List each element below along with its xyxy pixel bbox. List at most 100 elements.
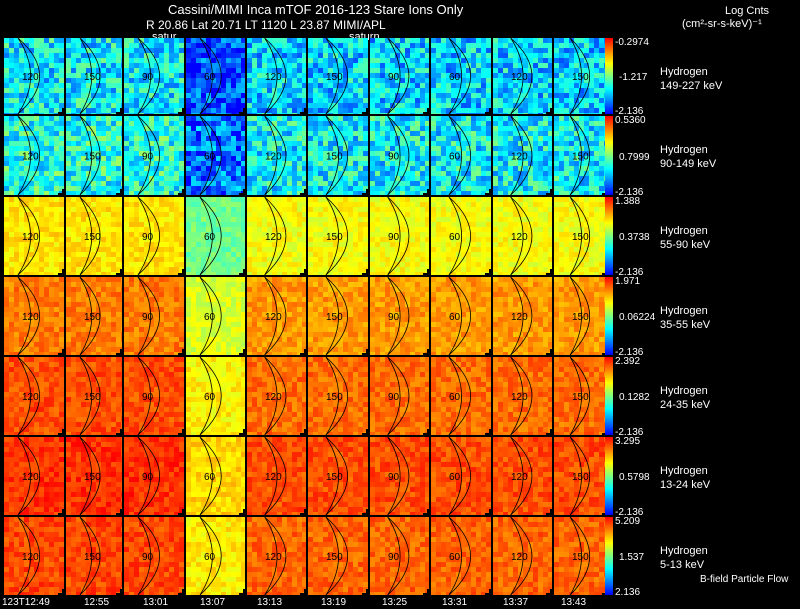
contour-label: 120 [22, 232, 39, 243]
colorbar-min-label: 2.136 [615, 587, 641, 598]
contour-label: 150 [572, 312, 589, 323]
contour-label: 120 [22, 472, 39, 483]
contour-label: 90 [388, 232, 400, 243]
contour-label: 120 [265, 72, 282, 83]
contour-label: 90 [388, 392, 400, 403]
contour-label: 60 [449, 232, 461, 243]
channel-energy-label: 149-227 keV [660, 80, 723, 92]
colorbar-min-label: -2.136 [615, 187, 644, 198]
heatmap-row: 120 150 90 60 120 150 90 60 120 150 [4, 115, 614, 201]
contour-label: 150 [84, 72, 101, 83]
time-tick-label: 123T12:49 [2, 597, 50, 608]
colorbar [605, 116, 613, 195]
contour-label: 150 [84, 312, 101, 323]
channel-species-label: Hydrogen [660, 225, 708, 237]
contour-label: 120 [22, 552, 39, 563]
plot-title: Cassini/MIMI Inca mTOF 2016-123 Stare Io… [168, 2, 464, 17]
colorbar-max-label: 1.388 [615, 196, 641, 207]
contour-label: 60 [204, 552, 216, 563]
heatmap-row: 120 150 90 60 120 150 90 60 120 150 [4, 276, 614, 361]
time-tick-label: 13:37 [503, 597, 529, 608]
colorbar-units-sublabel: (cm²-sr-s-keV)⁻¹ [682, 18, 762, 30]
contour-label: 60 [449, 152, 461, 163]
channel-species-label: Hydrogen [660, 465, 708, 477]
colorbar [605, 38, 613, 114]
channel-species-label: Hydrogen [660, 66, 708, 78]
contour-label: 150 [572, 152, 589, 163]
contour-label: 150 [326, 232, 343, 243]
channel-energy-label: 13-24 keV [660, 479, 711, 491]
heatmap-row: 120 150 90 60 120 150 90 60 120 150 [4, 436, 614, 521]
colorbar-max-label: 3.295 [615, 436, 641, 447]
contour-label: 150 [326, 392, 343, 403]
colorbar-mid-label: 0.3738 [619, 232, 650, 243]
heatmap-row: 120 150 90 60 120 150 90 60 120 150 [4, 196, 614, 281]
contour-label: 90 [142, 312, 154, 323]
contour-label: 120 [265, 312, 282, 323]
colorbar-min-label: -2.136 [615, 347, 644, 358]
heatmap-row: 120 150 90 60 120 150 90 60 120 150 [4, 516, 614, 601]
contour-label: 150 [84, 392, 101, 403]
contour-label: 150 [326, 312, 343, 323]
colorbar-min-label: -2.136 [615, 427, 644, 438]
contour-label: 90 [142, 552, 154, 563]
channel-energy-label: 90-149 keV [660, 158, 717, 170]
colorbar-max-label: 2.392 [615, 356, 641, 367]
contour-label: 120 [22, 72, 39, 83]
contour-label: 60 [204, 312, 216, 323]
contour-label: 150 [572, 72, 589, 83]
contour-label: 150 [84, 552, 101, 563]
contour-label: 120 [511, 552, 528, 563]
time-tick-label: 13:01 [143, 597, 169, 608]
colorbar-max-label: 0.5360 [615, 115, 646, 126]
channel-species-label: Hydrogen [660, 305, 708, 317]
time-tick-label: 13:43 [561, 597, 587, 608]
contour-label: 120 [265, 232, 282, 243]
contour-label: 120 [511, 392, 528, 403]
contour-label: 120 [22, 392, 39, 403]
contour-label: 120 [22, 312, 39, 323]
contour-label: 90 [388, 152, 400, 163]
heatmap-row: 120 150 90 60 120 150 90 60 120 150 [4, 356, 614, 441]
channel-energy-label: 24-35 keV [660, 399, 711, 411]
contour-label: 150 [326, 72, 343, 83]
heatmap-row: 120 150 90 60 120 150 90 60 120 150 [4, 37, 614, 120]
contour-label: 60 [449, 552, 461, 563]
channel-energy-label: 55-90 keV [660, 239, 711, 251]
channel-species-label: Hydrogen [660, 144, 708, 156]
colorbar-min-label: -2.136 [615, 507, 644, 518]
channel-species-label: Hydrogen [660, 545, 708, 557]
time-tick-label: 13:19 [321, 597, 347, 608]
time-tick-label: 13:31 [442, 597, 468, 608]
colorbar-mid-label: 0.1282 [619, 392, 650, 403]
flow-label: B-field Particle Flow [700, 574, 789, 585]
colorbar-max-label: -0.2974 [615, 37, 649, 48]
contour-label: 150 [572, 232, 589, 243]
contour-label: 120 [511, 152, 528, 163]
contour-label: 150 [572, 392, 589, 403]
contour-label: 120 [265, 152, 282, 163]
contour-label: 90 [388, 72, 400, 83]
channel-species-label: Hydrogen [660, 385, 708, 397]
contour-label: 60 [204, 232, 216, 243]
contour-label: 60 [449, 392, 461, 403]
colorbar-units-label: Log Cnts [724, 5, 770, 17]
contour-label: 150 [326, 472, 343, 483]
time-tick-label: 13:07 [200, 597, 226, 608]
colorbar [605, 357, 613, 435]
colorbar-mid-label: 0.06224 [619, 312, 656, 323]
contour-label: 60 [204, 472, 216, 483]
contour-label: 120 [22, 152, 39, 163]
colorbar-mid-label: 0.5798 [619, 472, 650, 483]
contour-label: 90 [388, 472, 400, 483]
channel-energy-label: 35-55 keV [660, 319, 711, 331]
contour-label: 60 [449, 72, 461, 83]
colorbar-mid-label: -1.217 [619, 72, 648, 83]
colorbar-max-label: 5.209 [615, 516, 641, 527]
contour-label: 120 [265, 552, 282, 563]
colorbar-max-label: 1.971 [615, 276, 641, 287]
contour-label: 150 [84, 232, 101, 243]
colorbar-min-label: -2.136 [615, 106, 644, 117]
contour-label: 120 [265, 472, 282, 483]
